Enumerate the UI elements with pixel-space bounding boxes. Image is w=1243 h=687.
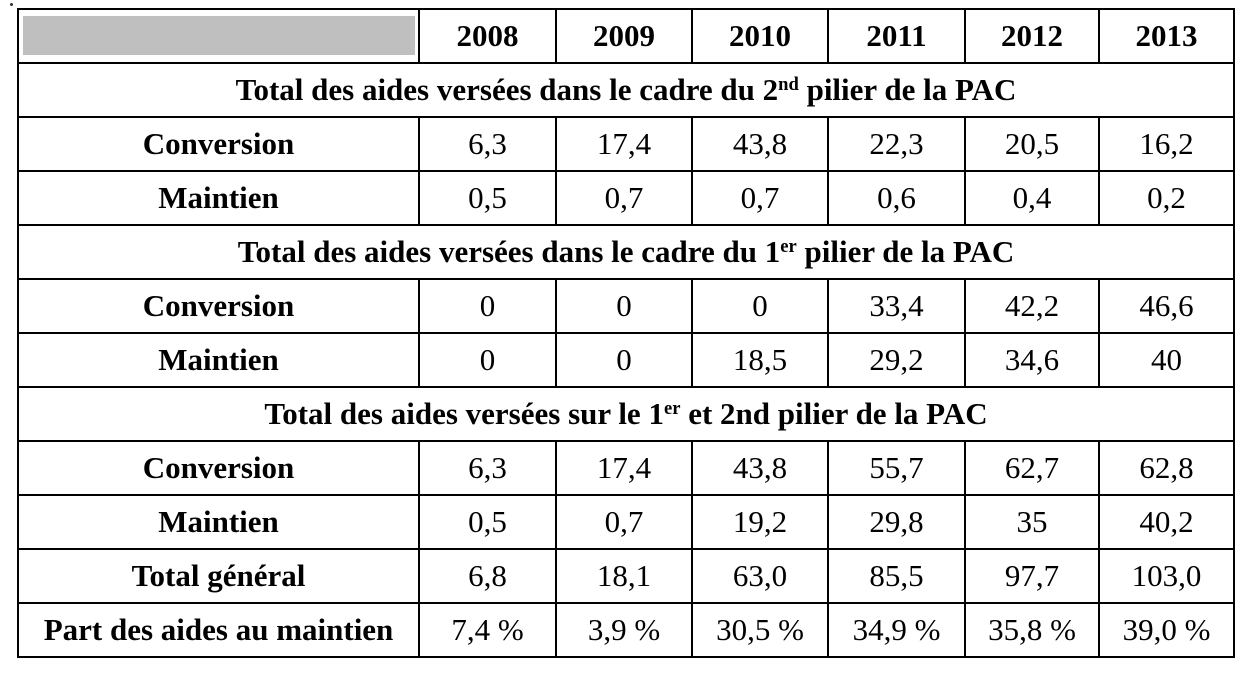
- section-row-pilier2: Total des aides versées dans le cadre du…: [17, 62, 1235, 118]
- section-title-superscript: er: [663, 397, 681, 419]
- data-cell: 0,7: [691, 170, 829, 226]
- data-cell: 39,0 %: [1098, 602, 1235, 658]
- data-cell: 22,3: [827, 116, 966, 172]
- scan-artifact-dot: [10, 3, 13, 6]
- data-cell: 0,7: [555, 494, 693, 550]
- data-cell: 3,9 %: [555, 602, 693, 658]
- row-label-maintien: Maintien: [17, 494, 420, 550]
- row-label-conversion: Conversion: [17, 116, 420, 172]
- data-cell: 6,8: [418, 548, 557, 604]
- data-cell: 35,8 %: [964, 602, 1100, 658]
- section-row-pilier1: Total des aides versées dans le cadre du…: [17, 224, 1235, 280]
- data-cell: 0: [418, 332, 557, 388]
- corner-cell: [17, 8, 420, 64]
- row-label-part-maintien: Part des aides au maintien: [17, 602, 420, 658]
- header-row: 2008 2009 2010 2011 2012 2013: [17, 8, 1235, 64]
- data-cell: 0,4: [964, 170, 1100, 226]
- data-cell: 43,8: [691, 116, 829, 172]
- row-label-conversion: Conversion: [17, 278, 420, 334]
- data-cell: 0: [555, 278, 693, 334]
- year-header-2012: 2012: [964, 8, 1100, 64]
- year-header-2008: 2008: [418, 8, 557, 64]
- data-cell: 63,0: [691, 548, 829, 604]
- data-cell: 46,6: [1098, 278, 1235, 334]
- section-row-total: Total des aides versées sur le 1er et 2n…: [17, 386, 1235, 442]
- section-title-superscript: nd: [778, 73, 799, 95]
- table-row: Maintien 0 0 18,5 29,2 34,6 40: [17, 332, 1235, 388]
- data-cell: 0,7: [555, 170, 693, 226]
- data-cell: 33,4: [827, 278, 966, 334]
- table-row: Conversion 0 0 0 33,4 42,2 46,6: [17, 278, 1235, 334]
- section-title-text: pilier de la PAC: [798, 71, 1017, 107]
- data-cell: 30,5 %: [691, 602, 829, 658]
- section-title-text: et 2nd pilier de la PAC: [680, 395, 988, 431]
- year-header-2009: 2009: [555, 8, 693, 64]
- data-cell: 103,0: [1098, 548, 1235, 604]
- data-cell: 62,8: [1098, 440, 1235, 496]
- section-title-text: Total des aides versées sur le 1: [264, 395, 664, 431]
- year-header-2010: 2010: [691, 8, 829, 64]
- data-cell: 18,5: [691, 332, 829, 388]
- data-cell: 17,4: [555, 440, 693, 496]
- data-cell: 19,2: [691, 494, 829, 550]
- row-label-maintien: Maintien: [17, 170, 420, 226]
- section-title-superscript: er: [780, 235, 797, 257]
- section-title-text: Total des aides versées dans le cadre du…: [235, 71, 779, 107]
- section-title-pilier1: Total des aides versées dans le cadre du…: [17, 224, 1235, 280]
- table-row: Total général 6,8 18,1 63,0 85,5 97,7 10…: [17, 548, 1235, 604]
- row-label-maintien: Maintien: [17, 332, 420, 388]
- year-header-2013: 2013: [1098, 8, 1235, 64]
- data-cell: 0,5: [418, 170, 557, 226]
- data-cell: 0: [418, 278, 557, 334]
- data-cell: 6,3: [418, 116, 557, 172]
- data-cell: 97,7: [964, 548, 1100, 604]
- data-cell: 0,6: [827, 170, 966, 226]
- data-cell: 43,8: [691, 440, 829, 496]
- year-header-2011: 2011: [827, 8, 966, 64]
- redacted-label-box: [23, 15, 415, 55]
- data-cell: 42,2: [964, 278, 1100, 334]
- pac-aid-table: 2008 2009 2010 2011 2012 2013 Total des …: [17, 8, 1235, 658]
- data-cell: 18,1: [555, 548, 693, 604]
- table-row: Conversion 6,3 17,4 43,8 22,3 20,5 16,2: [17, 116, 1235, 172]
- data-cell: 20,5: [964, 116, 1100, 172]
- data-cell: 34,6: [964, 332, 1100, 388]
- row-label-conversion: Conversion: [17, 440, 420, 496]
- data-cell: 55,7: [827, 440, 966, 496]
- data-cell: 35: [964, 494, 1100, 550]
- section-title-text: Total des aides versées dans le cadre du…: [237, 233, 781, 269]
- table-row: Part des aides au maintien 7,4 % 3,9 % 3…: [17, 602, 1235, 658]
- data-cell: 0: [691, 278, 829, 334]
- section-title-text: pilier de la PAC: [796, 233, 1015, 269]
- data-cell: 17,4: [555, 116, 693, 172]
- data-cell: 0,5: [418, 494, 557, 550]
- data-cell: 0: [555, 332, 693, 388]
- table-row: Maintien 0,5 0,7 0,7 0,6 0,4 0,2: [17, 170, 1235, 226]
- data-cell: 7,4 %: [418, 602, 557, 658]
- data-cell: 16,2: [1098, 116, 1235, 172]
- row-label-total-general: Total général: [17, 548, 420, 604]
- data-cell: 85,5: [827, 548, 966, 604]
- data-cell: 40,2: [1098, 494, 1235, 550]
- data-cell: 40: [1098, 332, 1235, 388]
- section-title-pilier2: Total des aides versées dans le cadre du…: [17, 62, 1235, 118]
- data-cell: 6,3: [418, 440, 557, 496]
- table-row: Maintien 0,5 0,7 19,2 29,8 35 40,2: [17, 494, 1235, 550]
- data-cell: 29,8: [827, 494, 966, 550]
- table-row: Conversion 6,3 17,4 43,8 55,7 62,7 62,8: [17, 440, 1235, 496]
- data-cell: 62,7: [964, 440, 1100, 496]
- data-cell: 0,2: [1098, 170, 1235, 226]
- data-cell: 34,9 %: [827, 602, 966, 658]
- data-cell: 29,2: [827, 332, 966, 388]
- section-title-total: Total des aides versées sur le 1er et 2n…: [17, 386, 1235, 442]
